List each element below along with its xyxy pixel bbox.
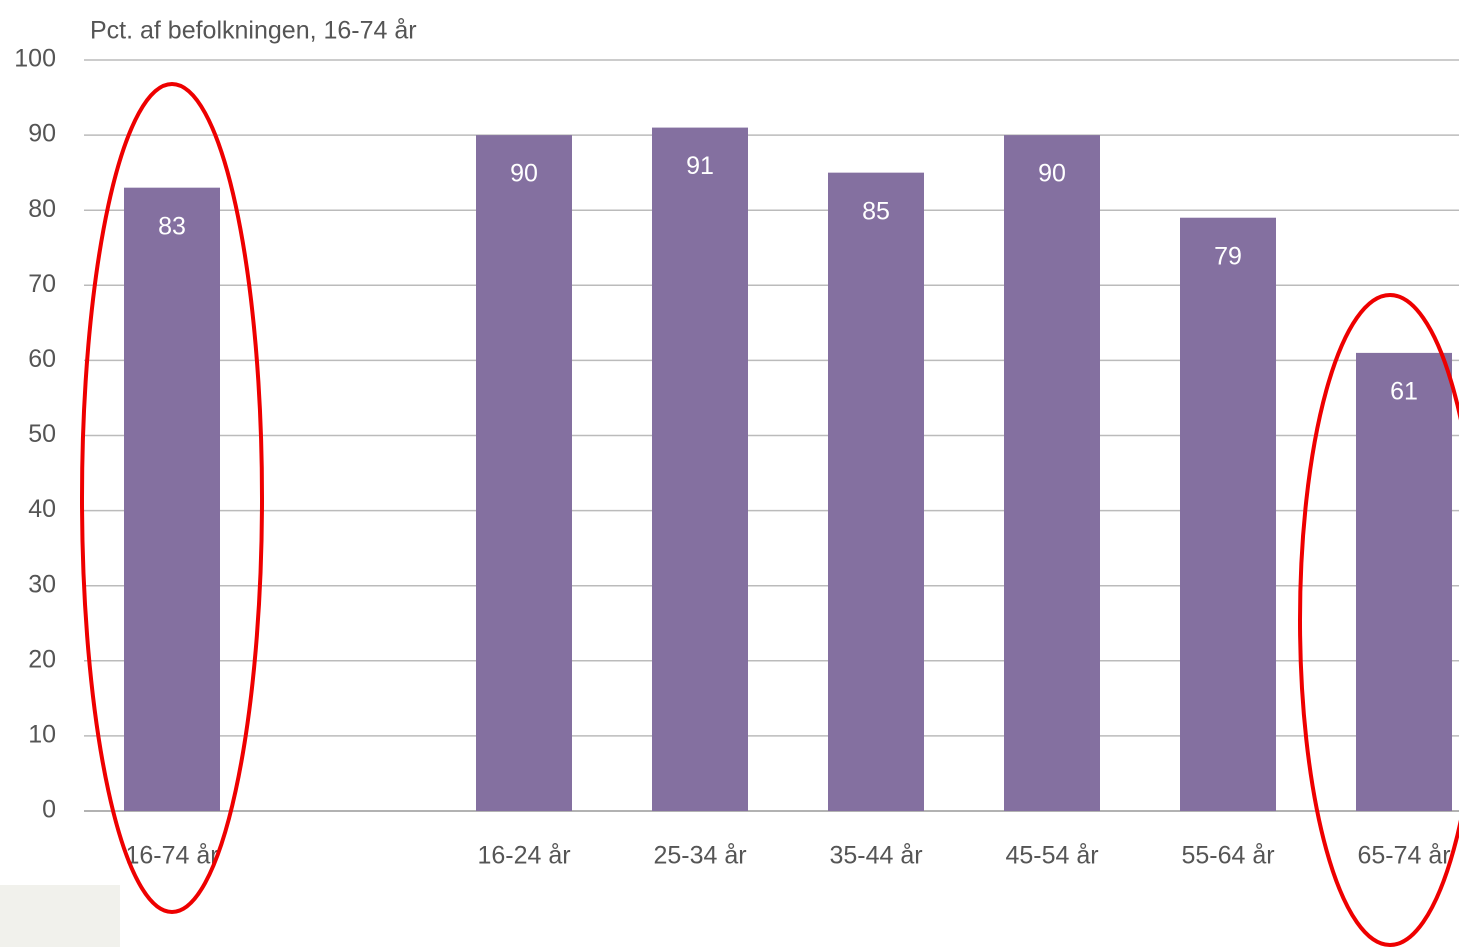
bar	[476, 135, 572, 812]
bar	[1356, 352, 1452, 811]
y-tick-label: 100	[14, 45, 56, 73]
y-tick-label: 40	[28, 495, 56, 523]
value-label: 91	[686, 152, 714, 180]
y-tick-label: 80	[28, 195, 56, 223]
y-tick-label: 60	[28, 345, 56, 373]
chart-title: Pct. af befolkningen, 16-74 år	[90, 17, 417, 45]
x-tick-label: 25-34 år	[653, 842, 746, 870]
y-tick-label: 30	[28, 570, 56, 598]
highlight-ellipse	[1298, 293, 1459, 947]
value-label: 79	[1214, 242, 1242, 270]
value-label: 90	[1038, 160, 1066, 188]
y-tick-label: 90	[28, 120, 56, 148]
corner-patch	[0, 885, 120, 947]
y-tick-label: 20	[28, 645, 56, 673]
y-tick-label: 10	[28, 721, 56, 749]
value-label: 83	[158, 212, 186, 240]
x-tick-label: 16-74 år	[125, 842, 218, 870]
highlight-ellipse	[80, 82, 264, 914]
x-tick-label: 65-74 år	[1357, 842, 1450, 870]
bar	[1180, 217, 1276, 811]
value-label: 85	[862, 197, 890, 225]
x-tick-label: 16-24 år	[477, 842, 570, 870]
y-tick-label: 70	[28, 270, 56, 298]
bar	[828, 172, 924, 811]
y-tick-label: 0	[42, 796, 56, 824]
bar	[124, 187, 220, 812]
y-tick-label: 50	[28, 420, 56, 448]
value-label: 61	[1390, 377, 1418, 405]
x-tick-label: 45-54 år	[1005, 842, 1098, 870]
bar	[652, 127, 748, 812]
x-tick-label: 55-64 år	[1181, 842, 1274, 870]
bar	[1004, 135, 1100, 812]
value-label: 90	[510, 160, 538, 188]
x-tick-label: 35-44 år	[829, 842, 922, 870]
